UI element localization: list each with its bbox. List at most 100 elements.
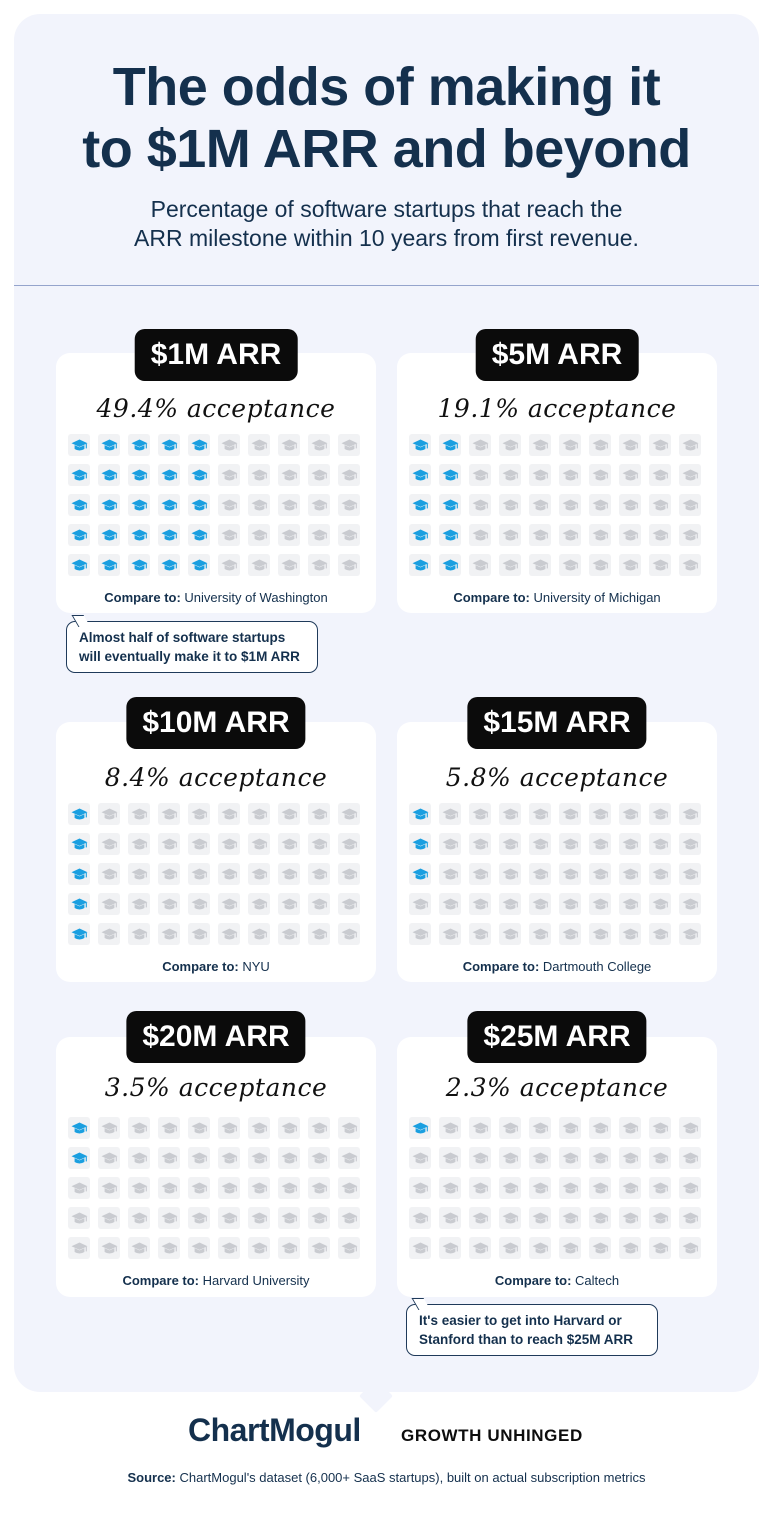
empty-graduation-cap-icon xyxy=(338,923,360,945)
subtitle-line-1: Percentage of software startups that rea… xyxy=(150,196,623,222)
empty-graduation-cap-icon xyxy=(218,494,240,516)
empty-graduation-cap-icon xyxy=(679,554,701,576)
empty-graduation-cap-icon xyxy=(158,1117,180,1139)
filled-graduation-cap-icon xyxy=(128,524,150,546)
empty-graduation-cap-icon xyxy=(589,494,611,516)
empty-graduation-cap-icon xyxy=(409,893,431,915)
filled-graduation-cap-icon xyxy=(68,1147,90,1169)
empty-graduation-cap-icon xyxy=(278,554,300,576)
empty-graduation-cap-icon xyxy=(499,464,521,486)
empty-graduation-cap-icon xyxy=(649,1237,671,1259)
empty-graduation-cap-icon xyxy=(128,1207,150,1229)
empty-graduation-cap-icon xyxy=(529,1207,551,1229)
empty-graduation-cap-icon xyxy=(559,494,581,516)
empty-graduation-cap-icon xyxy=(338,524,360,546)
empty-graduation-cap-icon xyxy=(559,464,581,486)
empty-graduation-cap-icon xyxy=(158,1147,180,1169)
empty-graduation-cap-icon xyxy=(469,464,491,486)
empty-graduation-cap-icon xyxy=(559,833,581,855)
empty-graduation-cap-icon xyxy=(529,494,551,516)
empty-graduation-cap-icon xyxy=(619,554,641,576)
empty-graduation-cap-icon xyxy=(248,1147,270,1169)
empty-graduation-cap-icon xyxy=(188,893,210,915)
empty-graduation-cap-icon xyxy=(589,1177,611,1199)
empty-graduation-cap-icon xyxy=(499,1207,521,1229)
empty-graduation-cap-icon xyxy=(128,1237,150,1259)
empty-graduation-cap-icon xyxy=(338,803,360,825)
empty-graduation-cap-icon xyxy=(158,1207,180,1229)
empty-graduation-cap-icon xyxy=(98,803,120,825)
empty-graduation-cap-icon xyxy=(308,434,330,456)
empty-graduation-cap-icon xyxy=(469,1117,491,1139)
empty-graduation-cap-icon xyxy=(308,1147,330,1169)
compare-value: NYU xyxy=(242,959,270,974)
chartmogul-logo: ChartMogul xyxy=(188,1412,361,1448)
empty-graduation-cap-icon xyxy=(188,1177,210,1199)
empty-graduation-cap-icon xyxy=(619,1177,641,1199)
empty-graduation-cap-icon xyxy=(218,1177,240,1199)
empty-graduation-cap-icon xyxy=(248,1117,270,1139)
filled-graduation-cap-icon xyxy=(409,464,431,486)
empty-graduation-cap-icon xyxy=(619,464,641,486)
compare-university: Compare to: Dartmouth College xyxy=(397,959,717,974)
empty-graduation-cap-icon xyxy=(338,554,360,576)
page-title: The odds of making it to $1M ARR and bey… xyxy=(0,56,773,180)
empty-graduation-cap-icon xyxy=(278,893,300,915)
compare-university: Compare to: Caltech xyxy=(397,1273,717,1288)
empty-graduation-cap-icon xyxy=(559,923,581,945)
empty-graduation-cap-icon xyxy=(619,863,641,885)
empty-graduation-cap-icon xyxy=(649,524,671,546)
empty-graduation-cap-icon xyxy=(278,863,300,885)
empty-graduation-cap-icon xyxy=(529,833,551,855)
empty-graduation-cap-icon xyxy=(98,1207,120,1229)
filled-graduation-cap-icon xyxy=(439,464,461,486)
empty-graduation-cap-icon xyxy=(128,833,150,855)
empty-graduation-cap-icon xyxy=(128,1177,150,1199)
filled-graduation-cap-icon xyxy=(128,434,150,456)
empty-graduation-cap-icon xyxy=(248,554,270,576)
empty-graduation-cap-icon xyxy=(439,1237,461,1259)
empty-graduation-cap-icon xyxy=(98,833,120,855)
empty-graduation-cap-icon xyxy=(589,923,611,945)
filled-graduation-cap-icon xyxy=(98,464,120,486)
filled-graduation-cap-icon xyxy=(439,554,461,576)
empty-graduation-cap-icon xyxy=(98,1117,120,1139)
empty-graduation-cap-icon xyxy=(278,494,300,516)
empty-graduation-cap-icon xyxy=(559,1147,581,1169)
empty-graduation-cap-icon xyxy=(188,833,210,855)
empty-graduation-cap-icon xyxy=(649,833,671,855)
empty-graduation-cap-icon xyxy=(469,1177,491,1199)
empty-graduation-cap-icon xyxy=(439,803,461,825)
empty-graduation-cap-icon xyxy=(218,1237,240,1259)
empty-graduation-cap-icon xyxy=(278,524,300,546)
filled-graduation-cap-icon xyxy=(409,434,431,456)
empty-graduation-cap-icon xyxy=(679,803,701,825)
source-text: ChartMogul's dataset (6,000+ SaaS startu… xyxy=(179,1470,646,1485)
empty-graduation-cap-icon xyxy=(248,494,270,516)
filled-graduation-cap-icon xyxy=(188,554,210,576)
empty-graduation-cap-icon xyxy=(499,893,521,915)
empty-graduation-cap-icon xyxy=(68,1237,90,1259)
compare-value: University of Michigan xyxy=(533,590,661,605)
empty-graduation-cap-icon xyxy=(679,1237,701,1259)
empty-graduation-cap-icon xyxy=(529,1147,551,1169)
compare-label: Compare to: xyxy=(494,1273,576,1288)
empty-graduation-cap-icon xyxy=(439,1207,461,1229)
empty-graduation-cap-icon xyxy=(499,1117,521,1139)
empty-graduation-cap-icon xyxy=(128,803,150,825)
empty-graduation-cap-icon xyxy=(559,1177,581,1199)
filled-graduation-cap-icon xyxy=(188,494,210,516)
empty-graduation-cap-icon xyxy=(529,434,551,456)
empty-graduation-cap-icon xyxy=(98,863,120,885)
empty-graduation-cap-icon xyxy=(559,434,581,456)
compare-label: Compare to: xyxy=(453,590,534,605)
empty-graduation-cap-icon xyxy=(679,923,701,945)
empty-graduation-cap-icon xyxy=(278,923,300,945)
milestone-badge: $15M ARR xyxy=(467,697,647,749)
empty-graduation-cap-icon xyxy=(469,863,491,885)
empty-graduation-cap-icon xyxy=(218,923,240,945)
empty-graduation-cap-icon xyxy=(499,833,521,855)
empty-graduation-cap-icon xyxy=(679,494,701,516)
callout-one-line-1: Almost half of software startups xyxy=(79,630,286,645)
empty-graduation-cap-icon xyxy=(308,1237,330,1259)
